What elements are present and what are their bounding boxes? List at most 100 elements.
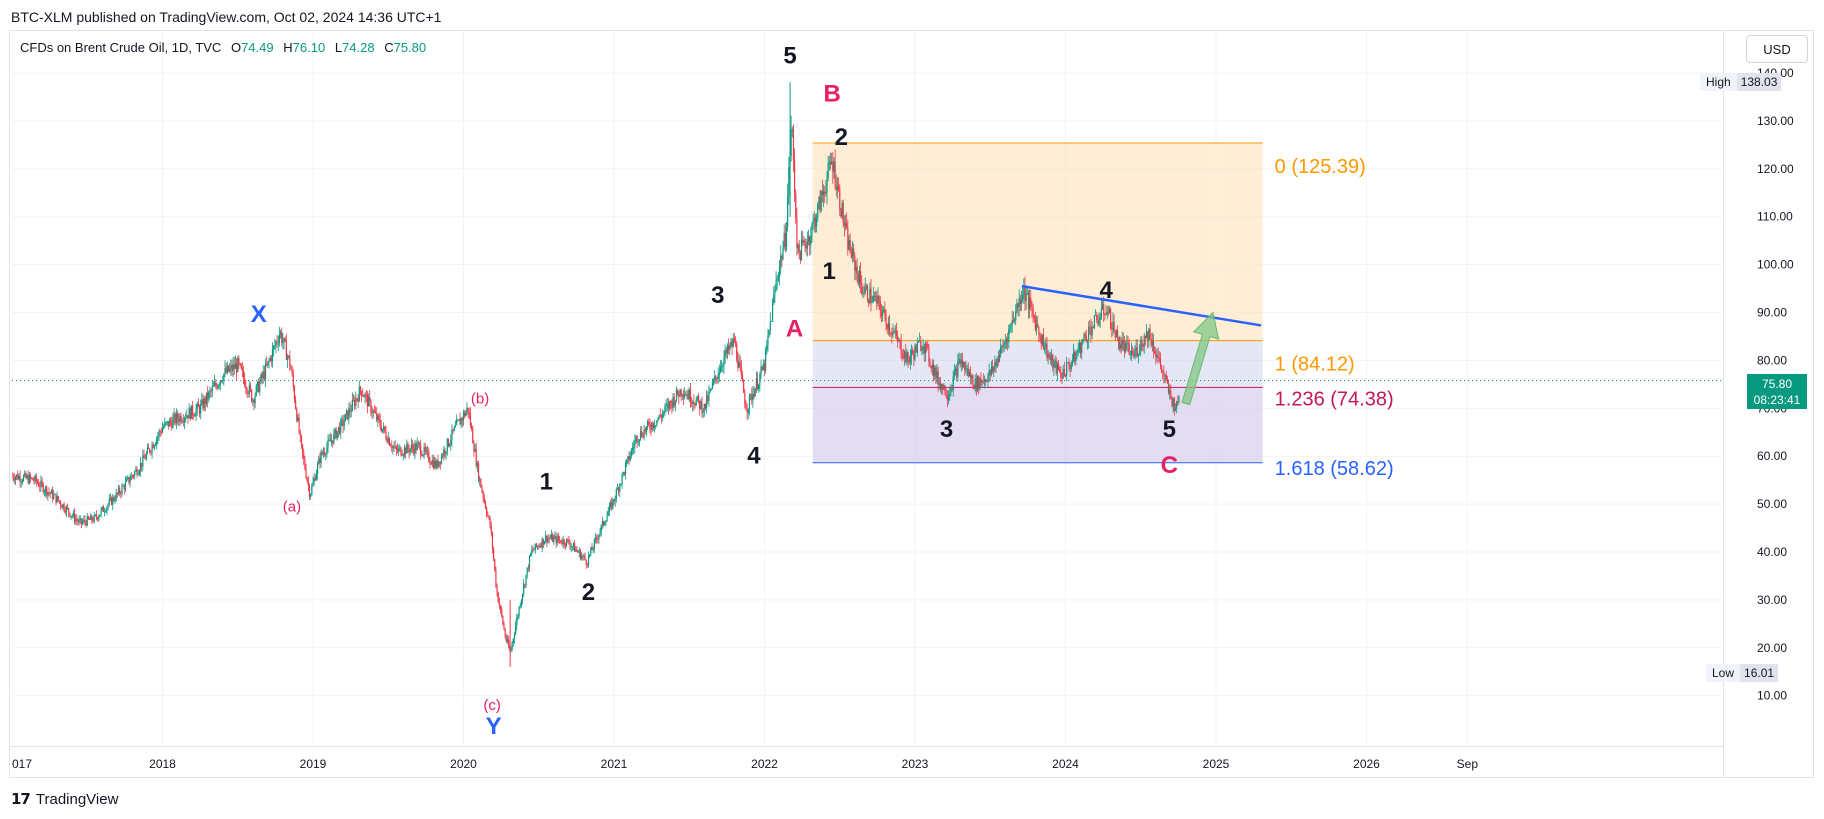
candle-body bbox=[877, 296, 879, 304]
candle-body bbox=[194, 415, 196, 417]
candle-body bbox=[998, 354, 1001, 362]
candle-body bbox=[458, 419, 460, 421]
candle-body bbox=[678, 394, 680, 397]
candle-body bbox=[127, 477, 129, 479]
candle-body bbox=[104, 511, 106, 513]
candle-body bbox=[452, 429, 454, 431]
candle-body bbox=[605, 521, 607, 524]
candle-body bbox=[251, 389, 253, 402]
candle-body bbox=[187, 415, 189, 419]
candle-body bbox=[935, 367, 937, 379]
candle-body bbox=[25, 472, 27, 478]
candle-body bbox=[112, 497, 114, 505]
candle-body bbox=[895, 331, 898, 337]
candle-body bbox=[242, 370, 245, 379]
candle-body bbox=[135, 469, 137, 472]
candle-body bbox=[1086, 339, 1089, 342]
candle-body bbox=[144, 458, 146, 460]
y-tick-label: 20.00 bbox=[1757, 641, 1787, 655]
candle-body bbox=[315, 473, 318, 481]
candle-body bbox=[388, 438, 391, 446]
candle-body bbox=[275, 341, 277, 346]
candle-body bbox=[444, 449, 446, 454]
candle-body bbox=[1149, 328, 1151, 340]
candle-body bbox=[335, 428, 337, 439]
candle-body bbox=[951, 388, 953, 390]
candle-body bbox=[363, 395, 365, 398]
candle-body bbox=[853, 248, 855, 256]
candle-body bbox=[352, 399, 355, 401]
candle-body bbox=[995, 362, 997, 367]
candle-body bbox=[923, 346, 925, 354]
candle-body bbox=[276, 341, 278, 343]
x-tick-label: 2022 bbox=[751, 757, 778, 771]
candle-body bbox=[318, 458, 320, 465]
candle-body bbox=[333, 433, 335, 444]
footer-branding[interactable]: 𝟭𝟳 TradingView bbox=[11, 790, 118, 809]
candle-body bbox=[347, 410, 349, 420]
candle-body bbox=[1049, 356, 1052, 360]
candle-body bbox=[16, 474, 18, 478]
candle-body bbox=[967, 368, 969, 377]
candle-body bbox=[93, 514, 95, 522]
candle-body bbox=[636, 436, 638, 443]
candle-body bbox=[963, 362, 965, 367]
candle-body bbox=[958, 358, 960, 362]
candle-body bbox=[629, 455, 631, 461]
currency-button[interactable]: USD bbox=[1746, 35, 1808, 63]
candle-body bbox=[1075, 353, 1077, 362]
candle-body bbox=[354, 400, 356, 407]
candle-body bbox=[553, 537, 555, 542]
candle-body bbox=[488, 515, 490, 519]
candle-body bbox=[848, 240, 850, 250]
candle-body bbox=[592, 548, 594, 551]
candle-body bbox=[873, 296, 876, 297]
candle-body bbox=[598, 534, 600, 540]
candle-body bbox=[909, 356, 911, 363]
x-tick-label: 2020 bbox=[450, 757, 477, 771]
candle-body bbox=[746, 410, 748, 413]
candle-body bbox=[407, 443, 409, 450]
candle-body bbox=[695, 400, 697, 406]
candle-body bbox=[614, 499, 616, 502]
candle-body bbox=[261, 374, 263, 378]
y-tick-label: 90.00 bbox=[1757, 306, 1787, 320]
candle-body bbox=[1178, 396, 1180, 402]
candle-body bbox=[72, 512, 74, 516]
candle-body bbox=[819, 197, 821, 211]
x-tick-label: 2023 bbox=[902, 757, 929, 771]
candle-body bbox=[809, 236, 811, 246]
candle-body bbox=[49, 492, 51, 494]
candle-body bbox=[736, 343, 738, 360]
candle-body bbox=[1069, 366, 1071, 370]
candle-body bbox=[450, 440, 452, 445]
candle-body bbox=[711, 382, 714, 389]
candle-body bbox=[799, 252, 801, 260]
candle-body bbox=[473, 443, 475, 452]
candle-body bbox=[734, 342, 737, 344]
candle-body bbox=[1103, 304, 1105, 315]
candle-body bbox=[1017, 303, 1019, 308]
candle-body bbox=[546, 535, 548, 542]
candle-body bbox=[439, 461, 441, 464]
candle-body bbox=[247, 392, 249, 394]
candle-body bbox=[670, 401, 672, 403]
candle-body bbox=[837, 186, 840, 189]
candle-body bbox=[1009, 325, 1011, 330]
candle-body bbox=[993, 366, 995, 372]
candle-body bbox=[703, 403, 705, 412]
candle-body bbox=[726, 345, 729, 354]
candle-body bbox=[550, 534, 553, 539]
candle-body bbox=[1157, 355, 1159, 358]
x-tick-label: 2024 bbox=[1052, 757, 1079, 771]
candle-body bbox=[627, 456, 629, 460]
candle-body bbox=[378, 415, 380, 420]
candle-body bbox=[872, 296, 874, 302]
candle-body bbox=[132, 475, 135, 477]
candle-body bbox=[834, 161, 836, 187]
candle-body bbox=[202, 399, 204, 409]
candle-body bbox=[1104, 314, 1106, 316]
candle-body bbox=[994, 362, 996, 367]
candle-body bbox=[186, 415, 188, 418]
